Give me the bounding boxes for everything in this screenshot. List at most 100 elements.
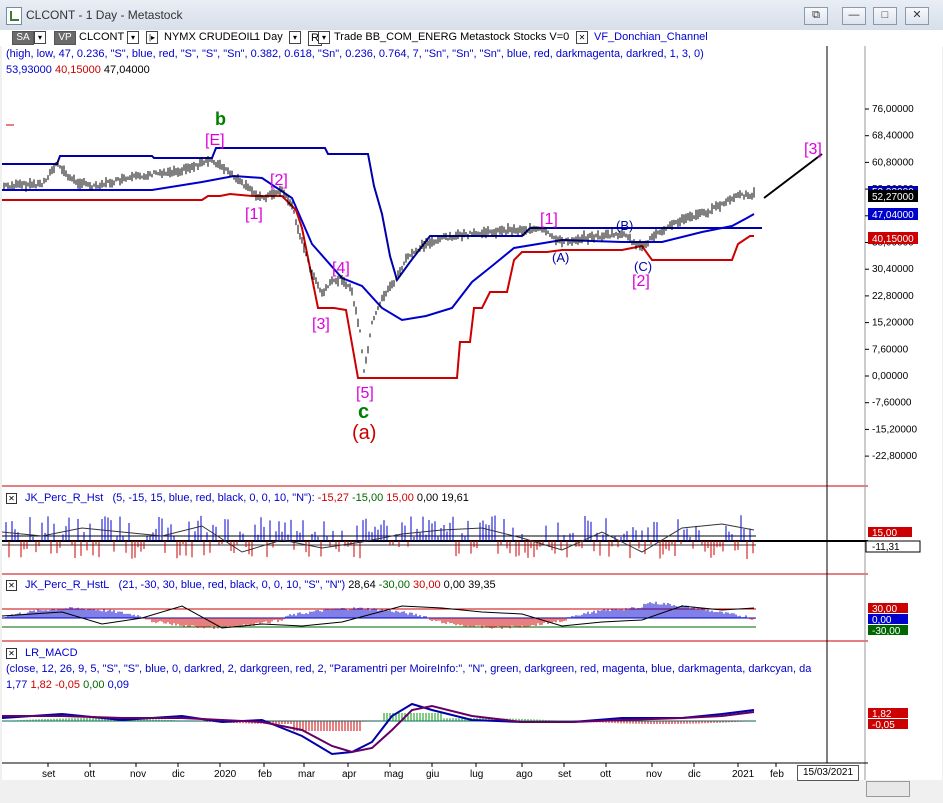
window-title: CLCONT - 1 Day - Metastock <box>26 8 183 22</box>
price-axis-label: -7,60000 <box>872 398 912 409</box>
time-axis-label: giu <box>426 769 439 780</box>
price-axis-label: 15,20000 <box>872 318 914 329</box>
price-bars <box>3 156 755 373</box>
ind3-v5: 0,09 <box>107 679 130 691</box>
symbol-dropdown-icon[interactable]: ▾ <box>127 31 139 44</box>
ind2-flag-mid: 0,00 <box>872 615 892 626</box>
ind2-close-icon[interactable]: ✕ <box>6 579 17 591</box>
price-axis-label: 7,60000 <box>872 344 909 355</box>
horizontal-scrollbar[interactable] <box>866 781 910 797</box>
ind2-v5: 39,35 <box>468 579 496 591</box>
ind1-v2: -15,00 <box>352 492 384 504</box>
donchian-mid-line <box>2 174 755 322</box>
restore-icon-button[interactable]: ⧉ <box>804 7 828 25</box>
time-axis: set ott nov dic 2020 feb mar apr mag giu lug ago set… <box>42 763 784 780</box>
ind1-histogram <box>5 515 754 560</box>
sa-button[interactable]: SA <box>12 31 34 45</box>
ind3-name[interactable]: LR_MACD <box>25 647 78 659</box>
ind3-v3: -0,05 <box>54 679 81 691</box>
ind2-flag-top: 30,00 <box>872 604 897 615</box>
macd-line <box>1 702 755 756</box>
donchian-upper-line <box>2 147 762 283</box>
time-axis-label: ago <box>516 769 533 780</box>
wave-label-A: (A) <box>552 250 569 265</box>
vp-button[interactable]: VP <box>54 31 76 45</box>
ind1-v5: 19,61 <box>441 492 469 504</box>
ind2-header: ✕ JK_Perc_R_HstL (21, -30, 30, blue, red,… <box>6 579 496 591</box>
time-axis-label: mar <box>298 769 316 780</box>
ind1-flag-bottom: -11,31 <box>872 542 900 553</box>
projection-line <box>763 153 823 199</box>
title-bar: CLCONT - 1 Day - Metastock ⧉ — □ ✕ <box>0 0 943 31</box>
ind1-flag-top: 15,00 <box>872 528 897 539</box>
time-axis-label: ott <box>600 769 611 780</box>
mode-dropdown-icon[interactable]: ▾ <box>318 31 330 44</box>
ind2-line <box>1 605 755 629</box>
price-flag-mid: 47,04000 <box>872 210 914 221</box>
indicator-values: 53,93000 40,15000 47,04000 <box>6 64 150 76</box>
ind2-histogram <box>5 601 755 629</box>
ind1-name[interactable]: JK_Perc_R_Hst <box>25 492 104 504</box>
time-axis-label: set <box>558 769 572 780</box>
time-axis-label: dic <box>688 769 701 780</box>
ind2-v3: 30,00 <box>413 579 441 591</box>
indicator-params: (high, low, 47, 0.236, "S", blue, red, "… <box>6 48 704 60</box>
ind1-close-icon[interactable]: ✕ <box>6 492 17 504</box>
macd-flag-top: 1,82 <box>872 709 892 720</box>
ind1-v1: -15,27 <box>317 492 349 504</box>
ind3-v4: 0,00 <box>83 679 105 691</box>
wave-label-a-paren: (a) <box>352 422 376 444</box>
symbol-label[interactable]: CLCONT <box>79 31 125 43</box>
close-button[interactable]: ✕ <box>905 7 929 25</box>
period-label[interactable]: 1 Day <box>254 31 283 43</box>
sa-dropdown-icon[interactable]: ▾ <box>34 31 46 44</box>
price-flag-last: 52,27000 <box>872 192 914 203</box>
chart-toolbar: SA ▾ VP CLCONT ▾ |▸ NYMX CRUDEOIL 1 Day … <box>0 30 943 46</box>
chart-svg: 76,0000068,4000060,8000053,2000045,60000… <box>1 46 921 780</box>
period-dropdown-icon[interactable]: ▾ <box>289 31 301 44</box>
ind1-header: ✕ JK_Perc_R_Hst (5, -15, 15, blue, red, b… <box>6 492 469 504</box>
maximize-button[interactable]: □ <box>873 7 897 25</box>
price-axis-label: 68,40000 <box>872 131 914 142</box>
time-axis-label: lug <box>470 769 483 780</box>
wave-label-E: [E] <box>205 132 225 149</box>
price-axis-label: 30,40000 <box>872 264 914 275</box>
instrument-name: NYMX CRUDEOIL <box>164 31 256 43</box>
nav-icon[interactable]: |▸ <box>146 31 158 44</box>
minimize-button[interactable]: — <box>842 7 866 25</box>
value-lower: 40,15000 <box>54 64 101 76</box>
wave-label-2a: [2] <box>270 172 288 189</box>
ind2-name[interactable]: JK_Perc_R_HstL <box>25 579 110 591</box>
time-axis-label: nov <box>646 769 662 780</box>
ind3-v1: 1,77 <box>6 679 28 691</box>
wave-label-1a: [1] <box>245 206 263 223</box>
price-axis-label: 76,00000 <box>872 104 914 115</box>
macd-histogram <box>5 713 754 731</box>
price-flag-low: 40,15000 <box>872 234 914 245</box>
time-axis-label: 2021 <box>732 769 755 780</box>
price-axis-label: 60,80000 <box>872 157 914 168</box>
time-axis-label: feb <box>770 769 784 780</box>
date-box[interactable]: 15/03/2021 <box>797 765 859 781</box>
wave-label-c: c <box>358 401 369 423</box>
ind3-close-icon[interactable]: ✕ <box>6 647 17 659</box>
wave-label-3b: [3] <box>804 141 822 158</box>
time-axis-label: apr <box>342 769 357 780</box>
wave-label-C: (C) <box>634 259 652 274</box>
remove-indicator-icon[interactable]: ✕ <box>576 31 588 44</box>
time-axis-label: nov <box>130 769 146 780</box>
ind1-line <box>1 523 755 553</box>
wave-label-4: [4] <box>332 260 350 277</box>
time-axis-label: set <box>42 769 56 780</box>
time-axis-label: ott <box>84 769 95 780</box>
ind1-v4: 0,00 <box>416 492 439 504</box>
value-mid: 47,04000 <box>103 64 150 76</box>
ind3-params: (close, 12, 26, 9, 5, "S", "S", blue, 0,… <box>6 663 812 675</box>
time-axis-label: feb <box>258 769 272 780</box>
template-label: Trade BB_COM_ENERG Metastock Stocks V=0 <box>334 31 570 43</box>
chart-area[interactable]: 76,0000068,4000060,8000053,2000045,60000… <box>1 46 942 780</box>
ind2-v2: -30,00 <box>378 579 410 591</box>
ind3-header: ✕ LR_MACD <box>6 647 78 659</box>
indicator-name[interactable]: VF_Donchian_Channel <box>594 31 708 43</box>
wave-label-B: (B) <box>616 218 633 233</box>
